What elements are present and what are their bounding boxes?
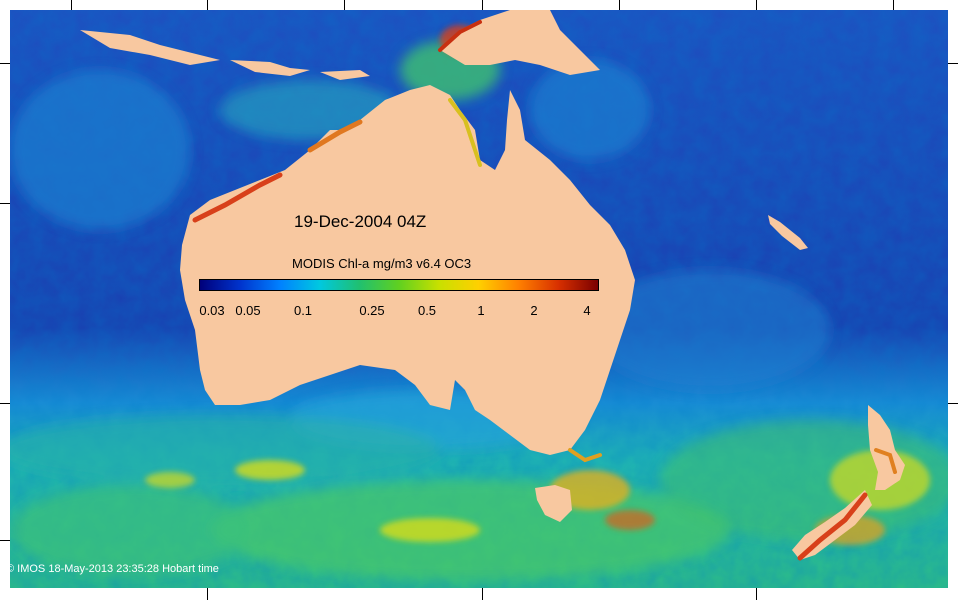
axis-tick — [893, 0, 894, 10]
coastal-blooms — [192, 20, 897, 561]
axis-tick — [344, 0, 345, 10]
tasmania-landmass — [535, 485, 572, 522]
axis-tick — [948, 63, 958, 64]
axis-tick — [756, 0, 757, 10]
bloom-patches — [145, 25, 930, 545]
colorbar-tick-label: 4 — [583, 303, 591, 318]
colorbar-tick-label: 0.5 — [417, 303, 437, 318]
axis-tick — [756, 588, 757, 600]
axis-tick — [0, 540, 10, 541]
axis-tick — [0, 403, 10, 404]
colorbar-tick-label: 1 — [477, 303, 485, 318]
axis-tick — [207, 0, 208, 10]
date-label: 19-Dec-2004 04Z — [294, 212, 427, 231]
colorbar-title: MODIS Chl-a mg/m3 v6.4 OC3 — [292, 256, 472, 271]
axis-tick — [207, 588, 208, 600]
axis-tick — [0, 203, 10, 204]
map-canvas — [10, 10, 948, 588]
axis-tick — [482, 588, 483, 600]
colorbar-tick-label: 0.25 — [359, 303, 385, 318]
colorbar-tick-label: 0.03 — [199, 303, 225, 318]
australia-landmass — [180, 85, 635, 455]
chlorophyll-map — [10, 10, 948, 588]
credit-text: © IMOS 18-May-2013 23:35:28 Hobart time — [6, 563, 219, 575]
axis-tick — [0, 63, 10, 64]
colorbar-tick-label: 0.1 — [293, 303, 313, 318]
axis-tick — [482, 0, 483, 10]
axis-tick — [71, 0, 72, 10]
ocean-patches — [10, 40, 948, 580]
new-guinea-landmass — [440, 10, 600, 75]
colorbar — [199, 279, 599, 291]
new-caledonia — [768, 215, 808, 250]
colorbar-tick-label: 2 — [530, 303, 538, 318]
axis-tick — [948, 403, 958, 404]
axis-tick — [619, 0, 620, 10]
colorbar-tick-label: 0.05 — [235, 303, 261, 318]
indonesia-islands — [80, 30, 370, 80]
